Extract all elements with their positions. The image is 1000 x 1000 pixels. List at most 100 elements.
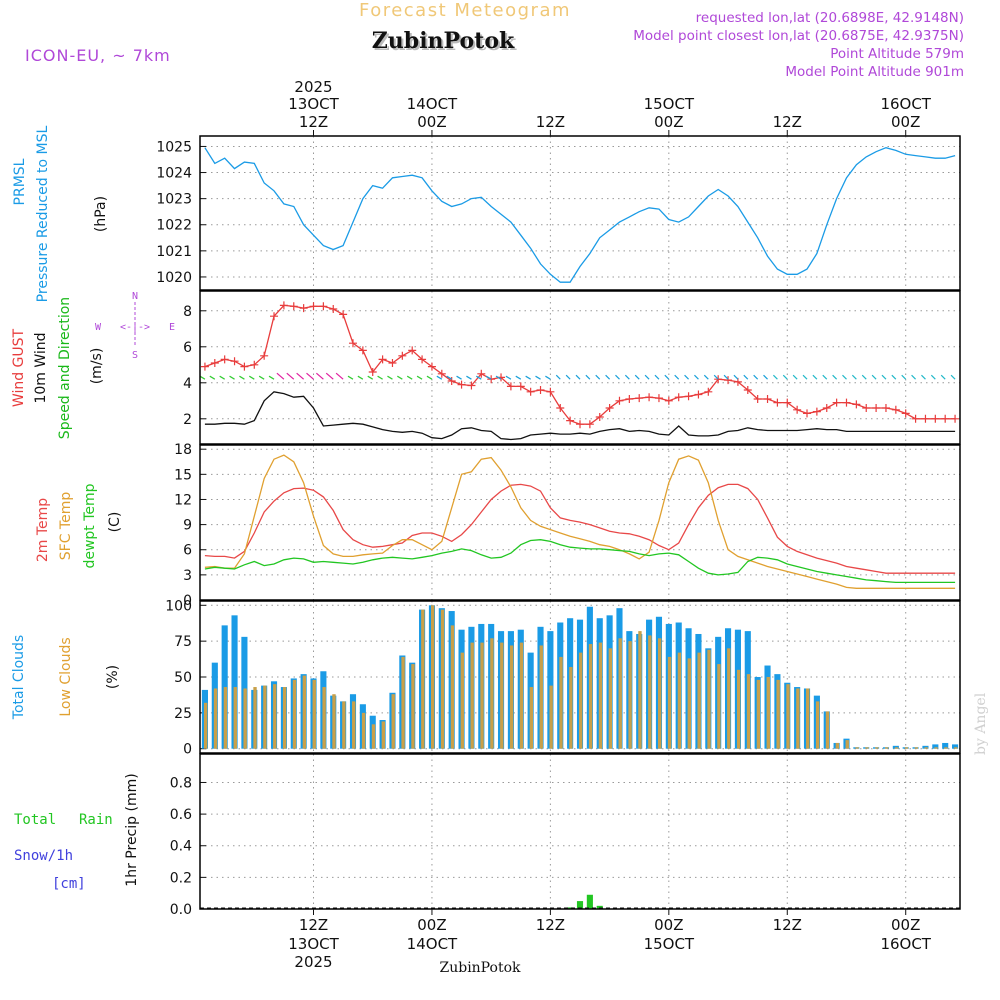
- wind-direction-arrow: [258, 375, 265, 380]
- gust-marker: [270, 312, 279, 321]
- low-clouds-bar: [391, 694, 395, 749]
- gust-marker: [704, 387, 713, 396]
- 10m-wind-line: [204, 391, 956, 441]
- gust-marker: [743, 386, 752, 394]
- wind-direction-arrow: [446, 375, 452, 380]
- wind-direction-arrow: [306, 372, 314, 380]
- time-label-top: 12Z: [773, 113, 802, 131]
- gust-marker: [595, 413, 604, 421]
- wind-direction-arrow: [229, 375, 235, 380]
- low-clouds-bar: [677, 652, 682, 749]
- wind-direction-arrow: [248, 375, 255, 380]
- gust-marker: [526, 387, 535, 396]
- wind-direction-arrow: [416, 375, 423, 380]
- wind-direction-arrow: [397, 375, 403, 380]
- low-clouds-bar: [865, 747, 869, 749]
- low-clouds-bar: [332, 694, 336, 749]
- low-clouds-bar: [361, 712, 366, 749]
- low-clouds-bar: [480, 642, 484, 749]
- low-clouds-bar: [371, 724, 376, 749]
- precip-snow-unit: [cm]: [52, 876, 86, 892]
- gust-marker: [467, 381, 476, 390]
- gust-marker: [931, 414, 940, 423]
- low-clouds-bar: [203, 702, 208, 749]
- gust-marker: [329, 305, 338, 313]
- wind-direction-arrow: [286, 372, 295, 380]
- gust-marker: [645, 393, 654, 402]
- sfc-temp-line: [204, 454, 956, 589]
- gust-marker: [447, 377, 456, 385]
- gust-marker: [388, 359, 397, 367]
- gust-marker: [358, 346, 367, 355]
- clouds-ytick-label: 50: [174, 670, 192, 686]
- wind-direction-arrow: [545, 375, 551, 380]
- low-clouds-bar: [421, 609, 425, 749]
- wind-direction-arrow: [605, 374, 611, 380]
- gust-marker: [832, 398, 841, 407]
- pressure-label-msl: Pressure Reduced to MSL: [35, 125, 51, 302]
- low-clouds-bar: [727, 648, 731, 749]
- temperature-panel: 0 3 6 9 12 15 18: [174, 442, 961, 609]
- time-label-bottom: 2025: [294, 953, 332, 971]
- time-label-bottom: 00Z: [417, 916, 446, 934]
- gust-marker: [694, 390, 703, 399]
- low-clouds-bar: [638, 631, 642, 749]
- gust-marker: [566, 416, 575, 425]
- gust-marker: [309, 302, 318, 311]
- wind-direction-arrow: [842, 374, 847, 380]
- temp-sfc-label: SFC Temp: [58, 492, 74, 561]
- header-location-shadow: ZubinPotok: [374, 30, 517, 56]
- wind-direction-arrow: [713, 374, 719, 380]
- wind-direction-arrow: [199, 375, 206, 380]
- gust-marker: [822, 404, 831, 412]
- wind-direction-arrow: [654, 374, 660, 380]
- wind-direction-arrow: [585, 374, 591, 380]
- wind-direction-arrow: [881, 374, 887, 380]
- wind-direction-arrow: [871, 374, 877, 380]
- clouds-ytick-label: 25: [174, 706, 192, 722]
- gust-marker: [724, 376, 733, 385]
- low-clouds-bar: [736, 669, 741, 749]
- gust-marker: [506, 382, 515, 391]
- temp-unit: (C): [107, 512, 123, 533]
- temp-2m-label: 2m Temp: [35, 498, 51, 562]
- wind-direction-arrow: [950, 374, 956, 380]
- gust-marker: [220, 355, 229, 364]
- gust-marker: [516, 382, 525, 391]
- precip-panel: 0.0 0.2 0.4 0.6 0.8: [170, 753, 961, 918]
- wind-ytick-label: 4: [183, 376, 192, 392]
- low-clouds-bar: [460, 652, 464, 749]
- low-clouds-bar: [223, 687, 228, 749]
- low-clouds-bar: [213, 688, 218, 749]
- total-clouds-label: Total Clouds: [11, 635, 27, 720]
- wind-direction-arrow: [335, 372, 344, 380]
- temp-dewpt-label: dewpt Temp: [82, 483, 98, 568]
- time-label-bottom: 12Z: [536, 916, 565, 934]
- wind-direction-arrow: [733, 374, 739, 380]
- low-clouds-bar: [598, 642, 603, 749]
- header-location: ZubinPotok: [372, 28, 515, 54]
- wind-direction-arrow: [426, 375, 433, 380]
- wind-direction-arrow: [466, 375, 472, 380]
- low-clouds-bar: [796, 688, 800, 749]
- wind-direction-arrow: [315, 372, 324, 380]
- pressure-label-prmsl: PRMSL: [12, 158, 28, 205]
- precip-ytick-label: 0.8: [170, 775, 192, 791]
- low-clouds-bar: [815, 701, 820, 749]
- low-clouds-bar: [885, 747, 889, 749]
- wind-direction-arrow: [644, 374, 650, 380]
- gust-marker: [546, 387, 555, 396]
- gust-marker: [664, 396, 673, 405]
- wind-direction-arrow: [763, 374, 768, 380]
- precip-ytick-label: 0.0: [170, 902, 192, 918]
- pressure-ytick-label: 1023: [156, 192, 192, 208]
- gust-marker: [576, 420, 584, 429]
- gust-marker: [408, 346, 417, 355]
- clouds-ytick-label: 0: [183, 742, 192, 758]
- precip-ytick-label: 0.4: [170, 839, 192, 855]
- low-clouds-bar: [904, 747, 909, 749]
- low-clouds-bar: [579, 652, 583, 749]
- wind-direction-arrow: [792, 374, 798, 380]
- requested-coords: requested lon,lat (20.6898E, 42.9148N): [696, 10, 964, 26]
- total-clouds-bar: [231, 615, 238, 749]
